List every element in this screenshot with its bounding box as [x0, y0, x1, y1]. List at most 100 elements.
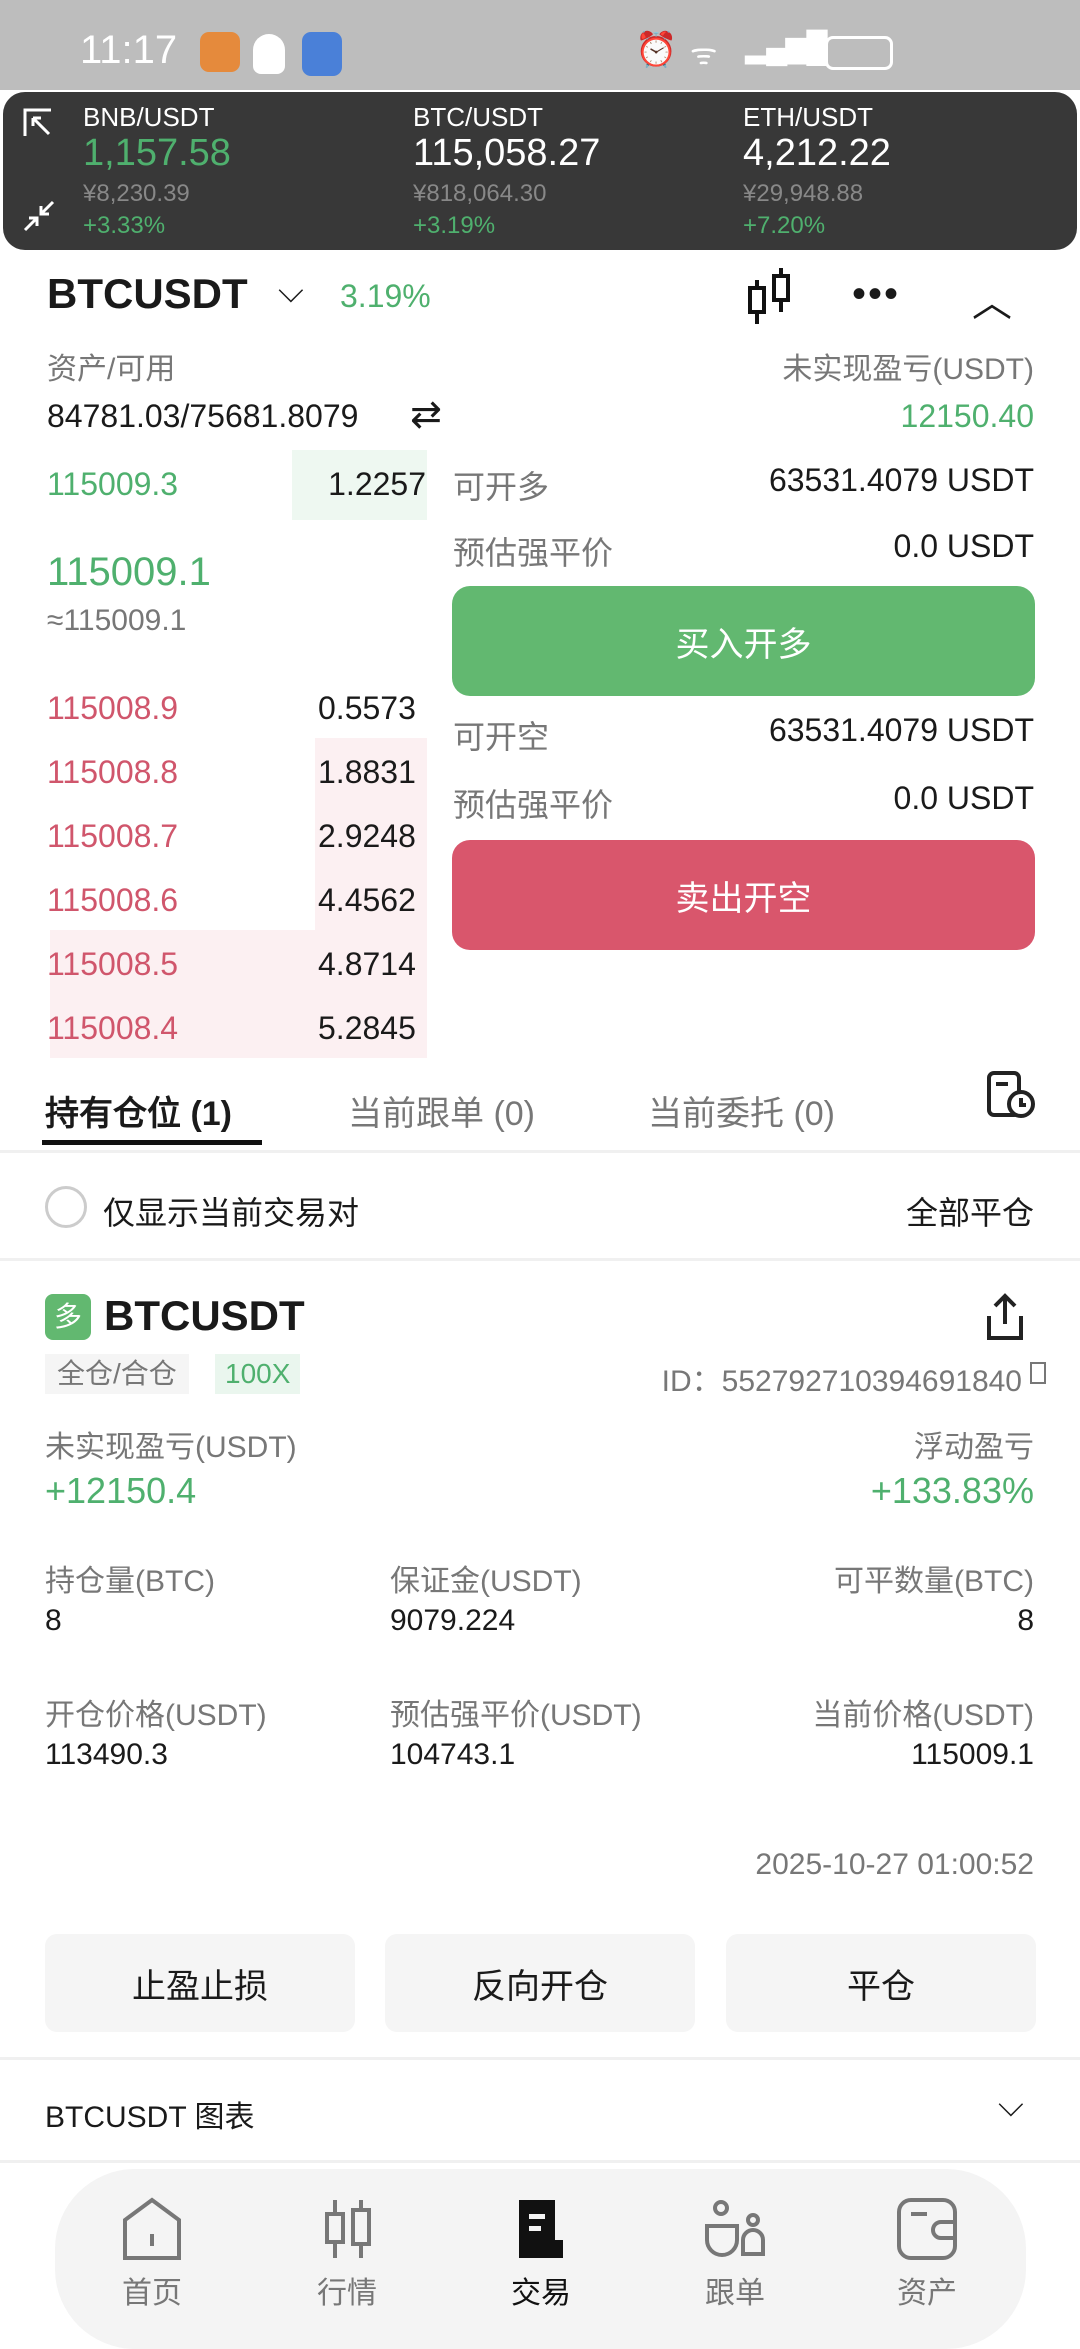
symbol-title[interactable]: BTCUSDT: [47, 270, 248, 317]
only-current-pair-radio[interactable]: [45, 1186, 87, 1228]
market-icon: [325, 2200, 371, 2258]
overlay-price: 4,212.22: [743, 132, 891, 174]
nav-label: 跟单: [705, 2277, 765, 2310]
nav-copy-trade[interactable]: 跟单: [675, 2196, 795, 2312]
short-available-label: 可开空: [453, 719, 550, 755]
entry-value: 113490.3: [45, 1738, 168, 1771]
nav-label: 交易: [511, 2277, 571, 2310]
buy-long-button[interactable]: 买入开多: [452, 586, 1035, 696]
assets-label: 资产/可用: [47, 353, 176, 386]
position-time: 2025-10-27 01:00:52: [755, 1848, 1034, 1881]
ask-qty: 4.4562: [318, 882, 416, 918]
close-position-button[interactable]: 平仓: [726, 1934, 1036, 2032]
price-float-widget[interactable]: BNB/USDT 1,157.58 ¥8,230.39 +3.33% BTC/U…: [3, 92, 1077, 250]
position-id: ID：552792710394691840: [661, 1365, 1022, 1398]
ask-qty: 4.8714: [318, 946, 416, 982]
overlay-change: +7.20%: [743, 212, 826, 239]
long-available-value: 63531.4079 USDT: [768, 462, 1034, 498]
liq-label: 预估强平价(USDT): [390, 1699, 642, 1732]
tab-positions[interactable]: 持有仓位 (1): [45, 1095, 232, 1133]
short-available-value: 63531.4079 USDT: [768, 712, 1034, 748]
battery-icon: [825, 36, 893, 70]
size-value: 8: [45, 1604, 62, 1637]
ask-price[interactable]: 115008.4: [47, 1010, 179, 1046]
unrealized-value: 12150.40: [900, 398, 1034, 434]
swap-icon[interactable]: ⇄: [410, 394, 442, 436]
bid-price[interactable]: 115009.3: [47, 466, 179, 502]
share-icon[interactable]: [985, 1292, 1025, 1342]
float-pnl-value: +133.83%: [870, 1470, 1034, 1511]
ask-price[interactable]: 115008.8: [47, 754, 179, 790]
active-tab-indicator: [42, 1140, 262, 1145]
ask-price[interactable]: 115008.9: [47, 690, 179, 726]
change-percent: 3.19%: [340, 278, 431, 314]
ask-price[interactable]: 115008.5: [47, 946, 179, 982]
overlay-pair: BTC/USDT: [413, 102, 543, 132]
last-price: 115009.1: [47, 550, 211, 594]
ask-qty: 1.8831: [318, 754, 416, 790]
mark-label: 当前价格(USDT): [812, 1699, 1034, 1732]
nav-home[interactable]: 首页: [92, 2196, 212, 2312]
nav-label: 首页: [122, 2277, 182, 2310]
nav-label: 资产: [897, 2277, 957, 2310]
minimize-window-icon[interactable]: [21, 106, 55, 140]
margin-mode-tag: 全仓/合仓: [45, 1354, 189, 1394]
short-liq-value: 0.0 USDT: [893, 780, 1034, 816]
wifi-icon: ᯤ: [690, 38, 718, 71]
float-pnl-label: 浮动盈亏: [914, 1431, 1034, 1464]
long-liq-value: 0.0 USDT: [893, 528, 1034, 564]
reverse-button[interactable]: 反向开仓: [385, 1934, 695, 2032]
liq-value: 104743.1: [390, 1738, 516, 1771]
nav-label: 行情: [317, 2277, 377, 2310]
bottom-nav: [55, 2169, 1026, 2349]
shrink-icon[interactable]: [21, 198, 57, 234]
nav-assets[interactable]: 资产: [867, 2196, 987, 2312]
leverage-tag: 100X: [215, 1354, 301, 1394]
bid-qty: 1.2257: [328, 466, 426, 502]
long-available-label: 可开多: [453, 469, 550, 505]
ask-price[interactable]: 115008.7: [47, 818, 179, 854]
status-time: 11:17: [80, 28, 178, 72]
app-notification-icon: [302, 32, 342, 76]
ask-qty: 0.5573: [318, 690, 416, 726]
long-side-badge: 多: [45, 1294, 91, 1340]
more-icon[interactable]: •••: [852, 272, 901, 316]
overlay-cny: ¥818,064.30: [413, 180, 547, 207]
tp-sl-button[interactable]: 止盈止损: [45, 1934, 355, 2032]
overlay-cny: ¥29,948.88: [743, 180, 864, 207]
home-icon: [123, 2197, 181, 2260]
candlestick-chart-icon[interactable]: [745, 266, 793, 326]
nav-market[interactable]: 行情: [287, 2196, 407, 2312]
sell-short-button[interactable]: 卖出开空: [452, 840, 1035, 950]
chevron-down-icon[interactable]: ⌵: [998, 2086, 1024, 2124]
tab-copy-orders[interactable]: 当前跟单 (0): [348, 1095, 535, 1133]
signal-icon: ▂▄▆█: [745, 31, 828, 64]
entry-label: 开仓价格(USDT): [45, 1699, 267, 1732]
tab-open-orders[interactable]: 当前委托 (0): [648, 1095, 835, 1133]
margin-label: 保证金(USDT): [390, 1565, 582, 1598]
long-liq-label: 预估强平价: [453, 535, 614, 571]
symbol-dropdown-icon[interactable]: ⌵: [278, 272, 304, 310]
assets-value: 84781.03/75681.8079: [47, 398, 359, 434]
collapse-icon[interactable]: ︿: [972, 281, 1012, 325]
ask-price[interactable]: 115008.6: [47, 882, 179, 918]
pnl-value: +12150.4: [45, 1470, 197, 1511]
closable-label: 可平数量(BTC): [834, 1565, 1034, 1598]
short-liq-label: 预估强平价: [453, 787, 614, 823]
ask-qty: 2.9248: [318, 818, 416, 854]
mark-value: 115009.1: [911, 1738, 1034, 1771]
order-history-icon[interactable]: [986, 1070, 1038, 1122]
close-all-button[interactable]: 全部平仓: [905, 1195, 1034, 1231]
pnl-label: 未实现盈亏(USDT): [45, 1431, 297, 1464]
alarm-icon: ⏰: [635, 31, 678, 69]
app-notification-icon: [200, 32, 240, 72]
overlay-change: +3.33%: [83, 212, 166, 239]
copy-icon[interactable]: [1030, 1362, 1046, 1384]
only-current-pair-label[interactable]: 仅显示当前交易对: [103, 1195, 360, 1231]
chart-section-toggle[interactable]: BTCUSDT 图表: [45, 2101, 255, 2134]
overlay-price: 115,058.27: [413, 132, 601, 174]
nav-trade[interactable]: 交易: [481, 2196, 601, 2312]
overlay-pair: ETH/USDT: [743, 102, 873, 132]
trade-icon: [519, 2200, 563, 2258]
size-label: 持仓量(BTC): [45, 1565, 215, 1598]
